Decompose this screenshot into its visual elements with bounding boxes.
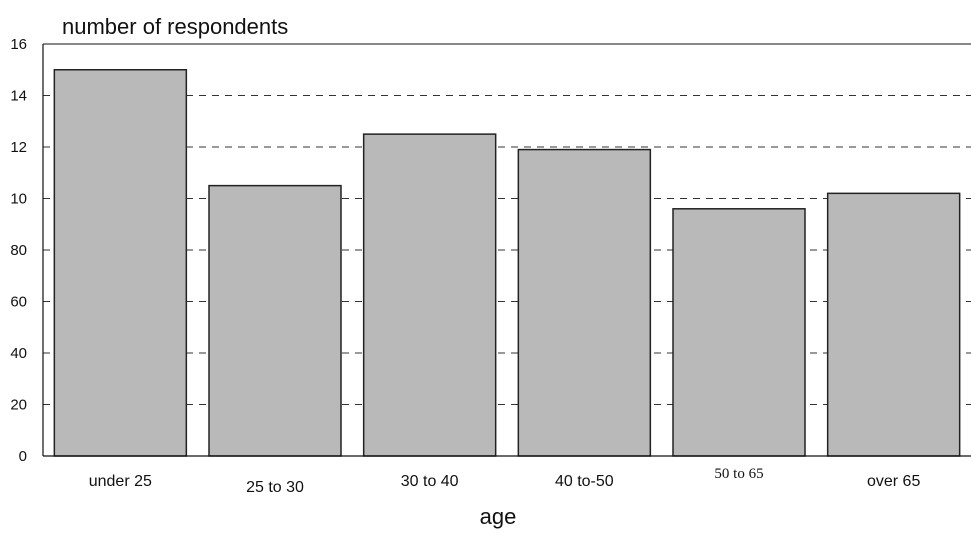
y-tick-label: 12 bbox=[10, 139, 27, 156]
y-tick-label: 40 bbox=[10, 345, 27, 362]
bar bbox=[672, 208, 806, 457]
y-tick-label: 10 bbox=[10, 191, 27, 208]
axes bbox=[42, 43, 971, 457]
y-tick-label: 0 bbox=[19, 448, 27, 465]
bars bbox=[53, 69, 961, 457]
bar bbox=[826, 192, 961, 457]
x-tick-labels: under 25 25 to 30 30 to 40 40 to-50 50 to 65… bbox=[89, 466, 921, 496]
y-tick-label: 60 bbox=[10, 294, 27, 311]
x-tick-label: over 65 bbox=[867, 473, 920, 490]
x-tick-label: 30 to 40 bbox=[401, 473, 459, 490]
x-tick-label: 25 to 30 bbox=[246, 479, 304, 496]
bar bbox=[362, 133, 497, 457]
bar bbox=[53, 69, 188, 457]
bar bbox=[208, 184, 342, 457]
gridlines bbox=[43, 95, 971, 405]
y-tick-label: 16 bbox=[10, 36, 27, 53]
y-tick-label: 20 bbox=[10, 397, 27, 414]
x-tick-label: 40 to-50 bbox=[555, 473, 614, 490]
y-axis-title: number of respondents bbox=[62, 14, 288, 39]
x-tick-label: 50 to 65 bbox=[714, 466, 763, 482]
x-tick-label: under 25 bbox=[89, 473, 152, 490]
y-tick-label: 80 bbox=[10, 242, 27, 259]
y-tick-label: 14 bbox=[10, 88, 27, 105]
x-axis-title: age bbox=[480, 504, 517, 529]
bar bbox=[517, 148, 652, 457]
y-tick-labels: 0 20 40 60 80 10 12 14 16 bbox=[10, 36, 27, 465]
